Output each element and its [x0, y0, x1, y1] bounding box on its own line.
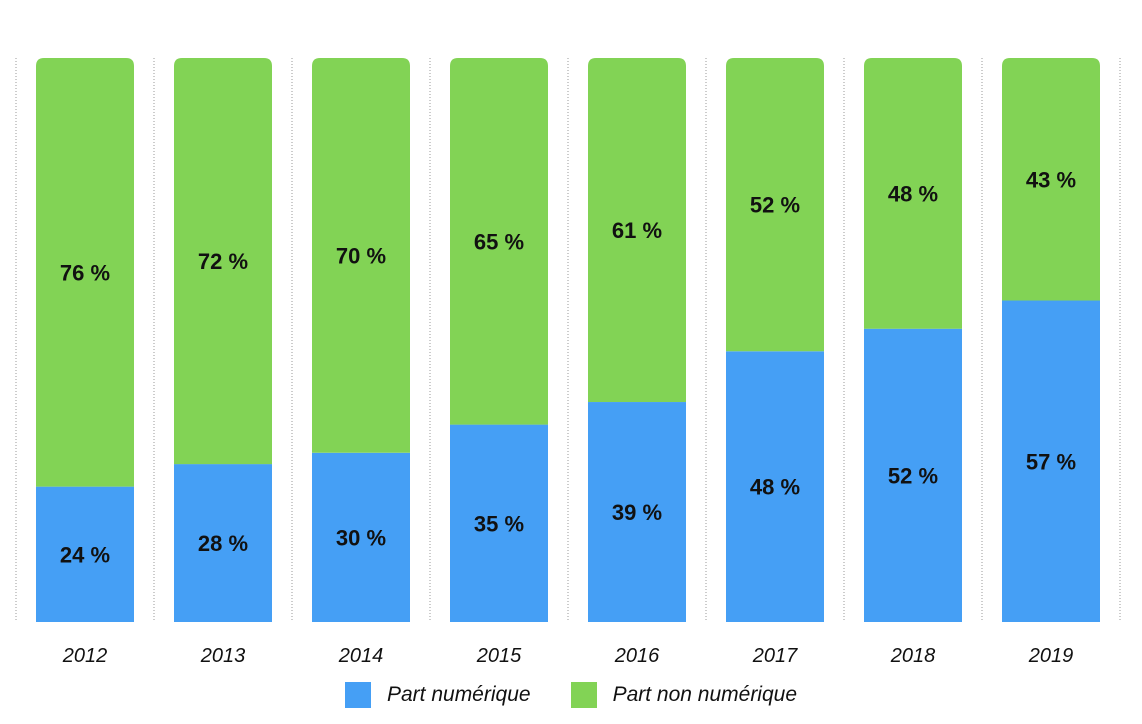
- data-label-non-numerique-2014: 70 %: [336, 243, 386, 268]
- bar-numerique-2018: [864, 328, 962, 622]
- x-tick-label-2012: 2012: [62, 645, 108, 667]
- legend-swatch-part-non-numerique: [570, 682, 597, 708]
- bar-non-numerique-2015: [450, 58, 548, 425]
- data-label-numerique-2019: 57 %: [1026, 449, 1076, 474]
- bar-non-numerique-2019: [1002, 58, 1100, 301]
- data-label-non-numerique-2012: 76 %: [60, 260, 110, 285]
- data-label-non-numerique-2019: 43 %: [1026, 167, 1076, 192]
- bar-numerique-2019: [1002, 300, 1100, 622]
- bar-numerique-2017: [726, 351, 824, 622]
- x-tick-label-2017: 2017: [752, 645, 798, 667]
- data-label-numerique-2014: 30 %: [336, 525, 386, 550]
- bar-non-numerique-2018: [864, 58, 962, 329]
- bar-non-numerique-2017: [726, 58, 824, 352]
- legend-label-part-numerique: Part numérique: [386, 683, 531, 706]
- x-tick-label-2014: 2014: [338, 645, 384, 667]
- data-label-non-numerique-2017: 52 %: [750, 193, 800, 218]
- bar-non-numerique-2012: [36, 58, 134, 487]
- data-label-numerique-2013: 28 %: [198, 531, 248, 556]
- data-label-numerique-2018: 52 %: [888, 463, 938, 488]
- bar-non-numerique-2013: [174, 58, 272, 465]
- x-axis-ticks: 2012 2013 2014 2015 2016 2017 2018 2019: [62, 645, 1074, 667]
- stacked-bar-chart: 24 % 76 % 28 % 72 % 30 % 70 % 35 % 65 % 39 % 61 %…: [15, 58, 1121, 667]
- data-label-numerique-2016: 39 %: [612, 500, 662, 525]
- legend: Part numérique Part non numérique: [0, 678, 1142, 712]
- data-labels-group: 24 % 76 % 28 % 72 % 30 % 70 % 35 % 65 % 39 % 61 %…: [60, 167, 1076, 567]
- data-label-non-numerique-2018: 48 %: [888, 181, 938, 206]
- legend-label-part-non-numerique: Part non numérique: [612, 683, 798, 706]
- x-tick-label-2016: 2016: [614, 645, 660, 667]
- bar-non-numerique-2014: [312, 58, 410, 453]
- bar-numerique-2015: [450, 424, 548, 622]
- data-label-numerique-2015: 35 %: [474, 511, 524, 536]
- bars-group: [36, 58, 1100, 622]
- bar-numerique-2013: [174, 464, 272, 622]
- data-label-non-numerique-2013: 72 %: [198, 249, 248, 274]
- bar-numerique-2014: [312, 452, 410, 622]
- x-tick-label-2019: 2019: [1028, 645, 1074, 667]
- x-tick-label-2015: 2015: [476, 645, 522, 667]
- x-tick-label-2018: 2018: [890, 645, 936, 667]
- bar-non-numerique-2016: [588, 58, 686, 403]
- data-label-non-numerique-2016: 61 %: [612, 218, 662, 243]
- bar-numerique-2016: [588, 402, 686, 622]
- bar-numerique-2012: [36, 486, 134, 622]
- legend-item-part-numerique: Part numérique: [344, 682, 531, 708]
- legend-swatch-part-numerique: [344, 682, 371, 708]
- x-tick-label-2013: 2013: [200, 645, 246, 667]
- data-label-numerique-2012: 24 %: [60, 542, 110, 567]
- data-label-non-numerique-2015: 65 %: [474, 229, 524, 254]
- category-separators: [15, 58, 1121, 622]
- data-label-numerique-2017: 48 %: [750, 475, 800, 500]
- legend-item-part-non-numerique: Part non numérique: [570, 682, 798, 708]
